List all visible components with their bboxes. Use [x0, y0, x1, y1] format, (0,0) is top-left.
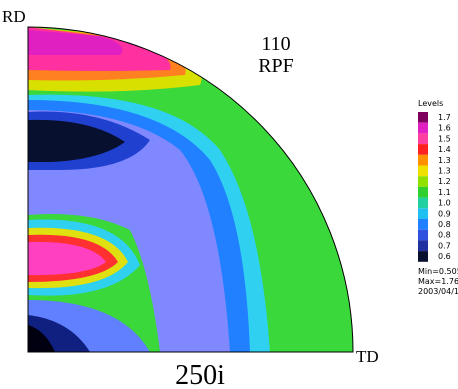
legend-swatch	[418, 112, 428, 123]
legend-swatch	[418, 229, 428, 241]
legend-level: 1.5	[438, 134, 451, 143]
legend-level: 1.7	[438, 113, 451, 122]
legend-level: 1.6	[438, 124, 451, 133]
title-line: 110	[261, 33, 290, 55]
legend-date: 2003/04/15	[418, 287, 458, 296]
legend-swatch	[418, 144, 428, 155]
legend-swatch	[418, 219, 428, 230]
legend-swatch	[418, 240, 428, 252]
legend-swatch	[418, 208, 428, 219]
td-label: TD	[356, 347, 379, 366]
pole-figure-outline	[27, 26, 354, 353]
legend-swatch	[418, 176, 428, 187]
legend-level: 1.0	[438, 199, 451, 208]
legend-swatch	[418, 251, 428, 262]
legend-max: Max=1.768	[418, 277, 458, 286]
legend-level: 1.3	[438, 167, 451, 176]
caption: 250i	[175, 360, 225, 389]
legend-swatch	[418, 122, 428, 134]
legend-level: 0.7	[438, 241, 451, 250]
legend-level: 1.2	[438, 177, 451, 186]
legend-swatch	[418, 133, 428, 145]
legend-min: Min=0.505	[418, 267, 458, 276]
legend-level: 0.9	[438, 209, 451, 218]
legend-level: 0.8	[438, 220, 451, 229]
contour-map	[28, 27, 353, 352]
legend-swatch	[418, 165, 428, 177]
legend-swatch	[418, 154, 428, 166]
legend-level: 0.6	[438, 252, 451, 261]
legend-level: 1.3	[438, 156, 451, 165]
legend-level: 1.1	[438, 188, 451, 197]
legend-title: Levels	[418, 99, 443, 108]
legend-swatch	[418, 186, 428, 198]
legend-swatch	[418, 197, 428, 209]
legend: 1.71.61.51.41.31.31.21.11.00.90.80.80.70…	[418, 112, 451, 262]
title-line: RPF	[258, 55, 294, 77]
rd-label: RD	[2, 7, 26, 26]
legend-level: 0.8	[438, 231, 451, 240]
legend-level: 1.4	[438, 145, 451, 154]
